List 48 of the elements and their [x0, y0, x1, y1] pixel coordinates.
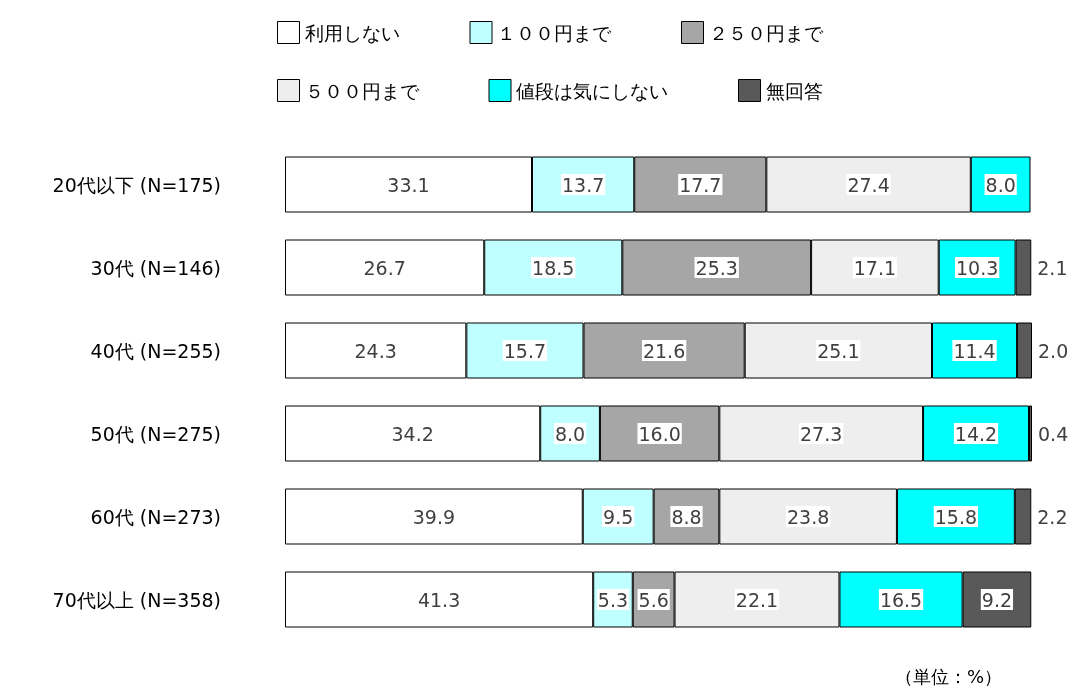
data-label: 24.3 — [354, 339, 397, 362]
data-label: 11.4 — [953, 339, 996, 362]
data-label: 5.6 — [638, 588, 669, 611]
data-label: 17.7 — [679, 173, 722, 196]
y-tick-label: 50代 (N=275) — [90, 422, 221, 445]
data-label: 2.2 — [1037, 505, 1068, 528]
data-label: 26.7 — [363, 256, 406, 279]
data-label: 15.7 — [503, 339, 547, 362]
data-label: 33.1 — [387, 173, 430, 196]
data-label: 21.6 — [642, 339, 686, 362]
legend-label: １００円まで — [497, 21, 612, 44]
data-label: 0.4 — [1038, 422, 1069, 445]
legend-label: ２５０円まで — [708, 21, 824, 44]
y-tick-label: 70代以上 (N=358) — [52, 588, 221, 611]
data-label: 9.5 — [603, 505, 634, 528]
data-label: 23.8 — [786, 505, 830, 528]
data-label: 16.5 — [879, 588, 923, 611]
data-label: 13.7 — [561, 173, 605, 196]
data-label: 39.9 — [412, 505, 456, 528]
data-label: 27.3 — [800, 422, 843, 445]
data-label: 25.3 — [695, 256, 738, 279]
data-label: 18.5 — [532, 256, 575, 279]
data-label: 22.1 — [735, 588, 779, 611]
data-label: 2.0 — [1038, 339, 1069, 362]
data-label: 16.0 — [638, 422, 681, 445]
data-label: 27.4 — [847, 173, 890, 196]
y-tick-label: 60代 (N=273) — [90, 505, 221, 528]
data-label: 8.0 — [554, 422, 586, 445]
text: （単位：%） — [894, 665, 1003, 687]
data-label: 25.1 — [817, 339, 860, 362]
y-tick-label: 40代 (N=255) — [90, 339, 221, 362]
legend-label: 値段は気にしない — [516, 79, 668, 102]
data-label: 10.3 — [955, 256, 999, 279]
data-label: 5.3 — [597, 588, 629, 611]
legend-label: ５００円まで — [304, 79, 420, 102]
data-label: 17.1 — [853, 256, 897, 279]
legend-label: 利用しない — [304, 21, 400, 44]
data-label: 41.3 — [417, 588, 461, 611]
y-tick-label: 30代 (N=146) — [90, 256, 221, 279]
data-label: 8.8 — [671, 505, 702, 528]
legend-label: 無回答 — [765, 79, 823, 102]
data-label: 9.2 — [981, 588, 1013, 611]
data-label: 2.1 — [1037, 256, 1068, 279]
data-label: 34.2 — [391, 422, 434, 445]
data-label: 15.8 — [934, 505, 978, 528]
data-label: 14.2 — [954, 422, 998, 445]
y-tick-label: 20代以下 (N=175) — [52, 173, 221, 196]
data-label: 8.0 — [985, 173, 1016, 196]
